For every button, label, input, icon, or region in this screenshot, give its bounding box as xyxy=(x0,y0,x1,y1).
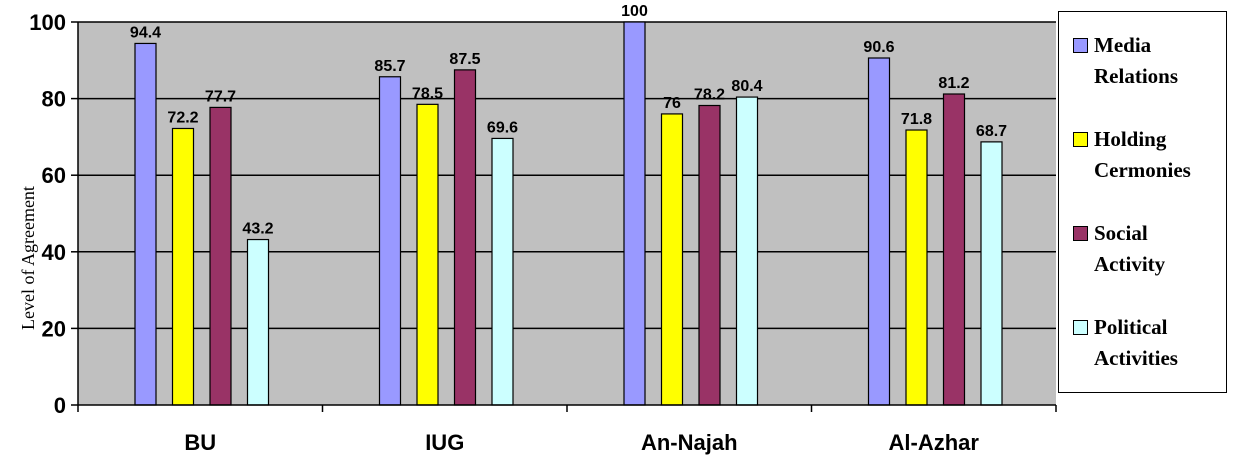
legend-label: Political Activities xyxy=(1094,315,1178,370)
bar-an-najah-series-4 xyxy=(735,96,759,406)
data-label: 69.6 xyxy=(487,119,518,136)
legend-item-media-relations: Media Relations xyxy=(1073,33,1178,92)
y-tick-label: 100 xyxy=(29,10,66,35)
bar-al-azhar-series-4 xyxy=(980,141,1003,406)
plot-background xyxy=(78,22,1056,405)
x-category-label: IUG xyxy=(425,430,464,455)
bar-bu-series-4 xyxy=(246,238,270,406)
bar-iug-series-1 xyxy=(378,76,402,406)
data-label: 94.4 xyxy=(130,24,161,41)
legend-label: Media Relations xyxy=(1094,33,1178,88)
x-category-label: Al-Azhar xyxy=(889,430,980,455)
legend-item-political-activities: Political Activities xyxy=(1073,315,1178,374)
bar-an-najah-series-1 xyxy=(623,21,646,406)
y-tick-label: 40 xyxy=(42,240,66,265)
data-label: 85.7 xyxy=(374,58,405,75)
legend-item-social-activity: Social Activity xyxy=(1073,221,1165,280)
data-label: 72.2 xyxy=(167,109,198,126)
data-label: 90.6 xyxy=(863,39,894,56)
data-label: 100 xyxy=(621,3,648,20)
y-tick-label: 0 xyxy=(54,393,66,418)
bar-bu-series-2 xyxy=(171,127,195,406)
x-category-label: An-Najah xyxy=(641,430,738,455)
data-label: 77.7 xyxy=(205,88,236,105)
legend-item-holding-cermonies: Holding Cermonies xyxy=(1073,127,1191,186)
legend-swatch xyxy=(1073,226,1088,241)
legend: Media Relations Holding Cermonies Social… xyxy=(1058,11,1227,393)
x-category-labels: BU IUG An-Najah Al-Azhar xyxy=(184,430,979,455)
bar-an-najah-series-2 xyxy=(660,113,684,406)
x-category-label: BU xyxy=(184,430,216,455)
y-tick-label: 60 xyxy=(42,163,66,188)
data-label: 80.4 xyxy=(731,78,762,95)
legend-swatch xyxy=(1073,320,1088,335)
gridlines xyxy=(78,21,1056,330)
legend-label: Social Activity xyxy=(1094,221,1166,276)
bar-al-azhar-series-2 xyxy=(905,129,928,406)
bar-iug-series-4 xyxy=(491,137,514,406)
bar-iug-series-2 xyxy=(416,103,439,406)
bar-iug-series-3 xyxy=(453,69,477,406)
data-label: 76 xyxy=(663,95,681,112)
legend-swatch xyxy=(1073,132,1088,147)
legend-swatch xyxy=(1073,38,1088,53)
axes xyxy=(71,21,1057,412)
data-label: 68.7 xyxy=(976,123,1007,140)
y-tick-label: 20 xyxy=(42,316,66,341)
bar-al-azhar-series-3 xyxy=(942,93,966,406)
data-label: 78.5 xyxy=(412,85,443,102)
bar-bu-series-1 xyxy=(134,42,157,406)
legend-label: Holding Cermonies xyxy=(1094,127,1191,182)
data-labels: 94.4 72.2 77.7 43.2 85.7 78.5 87.5 69.6 100 76 78.… xyxy=(130,3,1007,238)
data-label: 71.8 xyxy=(901,111,932,128)
plot-area xyxy=(78,22,1056,405)
y-axis-label: Level of Agreement xyxy=(18,186,38,330)
bar-bu-series-3 xyxy=(209,106,232,406)
y-tick-label: 80 xyxy=(42,87,66,112)
bar-al-azhar-series-1 xyxy=(867,57,891,406)
y-tick-labels: 0 20 40 60 80 100 xyxy=(29,10,66,418)
data-label: 87.5 xyxy=(449,51,480,68)
data-label: 43.2 xyxy=(242,221,273,238)
data-label: 78.2 xyxy=(694,86,725,103)
data-label: 81.2 xyxy=(938,75,969,92)
bar-an-najah-series-3 xyxy=(698,104,721,406)
